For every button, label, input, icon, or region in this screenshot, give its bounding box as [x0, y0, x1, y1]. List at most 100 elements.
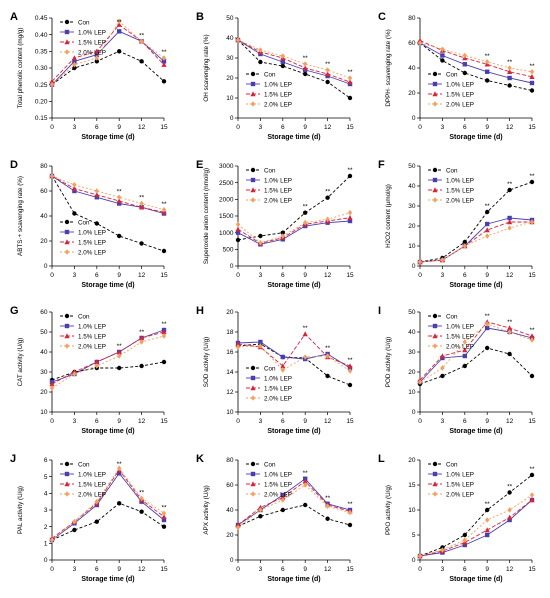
x-tick-label: 6	[281, 124, 285, 131]
x-axis-label: Storage time (d)	[267, 134, 320, 141]
data-point	[49, 173, 55, 179]
data-point	[258, 507, 263, 513]
data-point	[347, 522, 353, 528]
y-tick-label: 40	[40, 349, 48, 356]
data-point	[440, 53, 445, 58]
data-point	[139, 339, 144, 345]
y-tick-label: 10	[408, 389, 416, 396]
legend-label: 1.0% LEP	[78, 471, 106, 478]
data-point	[417, 40, 423, 46]
significance-label: **	[117, 188, 123, 195]
legend-marker	[432, 343, 438, 349]
significance-label: **	[117, 19, 123, 26]
data-point	[117, 353, 122, 359]
legend-marker	[432, 197, 438, 203]
legend-marker	[64, 39, 70, 45]
data-point	[117, 471, 122, 476]
legend-marker	[432, 187, 438, 193]
data-point	[72, 59, 77, 64]
y-tick-label: 2000	[219, 197, 234, 204]
y-tick-label: 5	[412, 532, 416, 539]
legend-marker	[250, 395, 256, 401]
series-line	[51, 175, 165, 214]
series-line	[419, 321, 533, 381]
data-point	[139, 495, 144, 502]
y-tick-label: 40	[408, 329, 416, 336]
data-point	[235, 344, 241, 350]
data-point	[529, 337, 535, 343]
significance-label: **	[347, 69, 353, 76]
data-point	[303, 71, 308, 77]
x-tick-label: 6	[463, 418, 467, 425]
data-point	[347, 509, 353, 516]
y-axis-label: POD activity (U/g)	[385, 337, 392, 387]
legend-marker	[250, 81, 256, 87]
y-axis-label: H2O2 content (μmol/g)	[385, 184, 392, 248]
panel-K: K 0 3 6 9 12 15 Storage time (d) 0 20 40 60 80 APX ac…	[196, 453, 354, 583]
x-tick-label: 3	[73, 272, 77, 279]
x-tick-label: 6	[95, 272, 99, 279]
y-tick-label: 2	[44, 524, 48, 531]
legend-label: 1.5% LEP	[446, 91, 474, 98]
legend-label: 2.0% LEP	[264, 491, 292, 498]
data-point	[258, 343, 263, 349]
panel-F: F 0 3 6 9 12 15 Storage time (d) 0 10 20 30 40 50 H2O2…	[378, 159, 536, 289]
significance-label: **	[485, 203, 491, 210]
panel-letter: G	[10, 305, 19, 317]
data-point	[440, 46, 445, 53]
data-point	[507, 219, 513, 225]
x-tick-label: 6	[95, 566, 99, 573]
y-axis-label: ABTS·+ scavenging rate (%)	[17, 176, 24, 256]
significance-label: **	[529, 173, 535, 180]
series-line	[237, 333, 351, 367]
x-tick-label: 0	[50, 124, 54, 131]
x-tick-label: 3	[259, 124, 263, 131]
x-tick-label: 15	[528, 272, 536, 279]
x-tick-label: 3	[259, 566, 263, 573]
legend-label: 1.0% LEP	[78, 323, 106, 330]
series-line	[237, 480, 351, 526]
y-tick-label: 10	[226, 409, 234, 416]
legend-marker	[432, 81, 438, 87]
legend-label: 2.0% LEP	[446, 101, 474, 108]
significance-label: **	[139, 329, 145, 336]
data-point	[49, 385, 55, 391]
data-point	[161, 61, 167, 67]
data-point	[347, 95, 353, 101]
x-tick-label: 6	[95, 418, 99, 425]
x-tick-label: 6	[281, 566, 285, 573]
y-tick-label: 0	[44, 557, 48, 564]
x-tick-label: 3	[259, 418, 263, 425]
data-point	[507, 507, 512, 513]
series-line	[237, 484, 351, 528]
legend-label: Con	[78, 461, 90, 468]
y-tick-label: 2500	[219, 180, 234, 187]
legend-label: Con	[446, 167, 458, 174]
panel-letter: I	[378, 305, 381, 317]
series-line	[419, 40, 533, 78]
significance-label: **	[139, 195, 145, 202]
panel-L: L 0 3 6 9 12 15 Storage time (d) 0 5 10 15 20 PPO act…	[378, 453, 536, 583]
data-point	[116, 21, 122, 27]
data-point	[462, 347, 468, 353]
x-axis-label: Storage time (d)	[267, 282, 320, 289]
data-point	[139, 38, 144, 45]
series-line	[419, 42, 533, 73]
data-point	[507, 225, 512, 231]
data-point	[235, 226, 241, 232]
series-line	[51, 331, 165, 385]
panel-letter: H	[196, 305, 204, 317]
legend-label: 2.0% LEP	[446, 343, 474, 350]
x-tick-label: 12	[138, 566, 146, 573]
x-axis-label: Storage time (d)	[449, 576, 502, 583]
data-point	[117, 233, 122, 239]
x-axis-label: Storage time (d)	[449, 428, 502, 435]
data-point	[72, 188, 77, 194]
data-point	[462, 353, 467, 359]
data-point	[529, 492, 535, 498]
data-point	[347, 382, 353, 388]
significance-label: **	[117, 343, 123, 350]
legend-label: 2.0% LEP	[78, 249, 106, 256]
data-point	[161, 59, 167, 64]
